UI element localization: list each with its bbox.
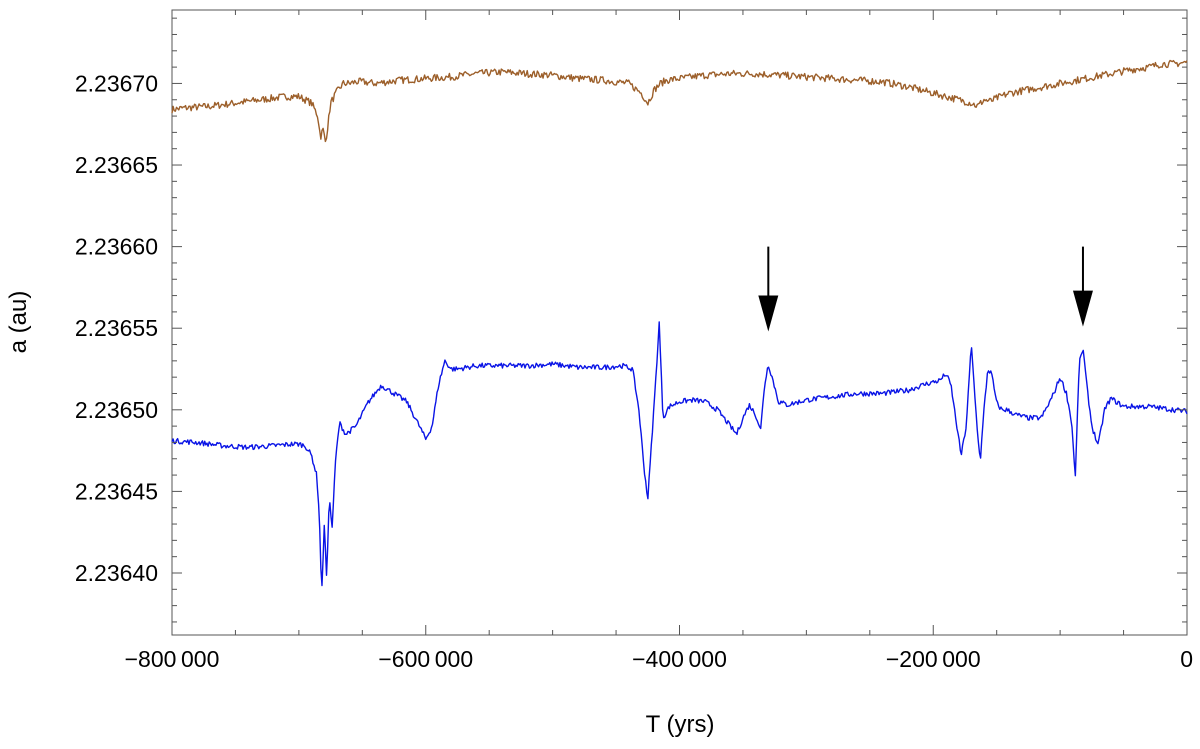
x-tick-label: −400 000 — [632, 646, 727, 672]
y-tick-label: 2.23645 — [75, 478, 158, 504]
tick-layer: −800 000 −600 000 −400 000 −200 000 0 2.23640… — [75, 10, 1193, 672]
y-tick-label: 2.23665 — [75, 152, 158, 178]
series-line-1 — [171, 59, 1188, 143]
x-tick-label: −600 000 — [378, 646, 473, 672]
x-tick-label: −800 000 — [125, 646, 220, 672]
x-tick-label: 0 — [1180, 646, 1193, 672]
arrow-head-1 — [758, 295, 779, 332]
x-tick-label: −200 000 — [886, 646, 981, 672]
y-tick-label: 2.23670 — [75, 70, 158, 96]
y-tick-label: 2.23655 — [75, 315, 158, 341]
y-tick-label: 2.23640 — [75, 560, 158, 586]
arrow-head-2 — [1072, 290, 1093, 327]
y-tick-label: 2.23650 — [75, 397, 158, 423]
annotation-layer — [758, 246, 1093, 332]
y-tick-label: 2.23660 — [75, 234, 158, 260]
y-axis-label: a (au) — [5, 291, 32, 354]
series-layer — [171, 59, 1188, 587]
x-axis-label: T (yrs) — [646, 711, 715, 738]
series-line-2 — [171, 321, 1188, 587]
